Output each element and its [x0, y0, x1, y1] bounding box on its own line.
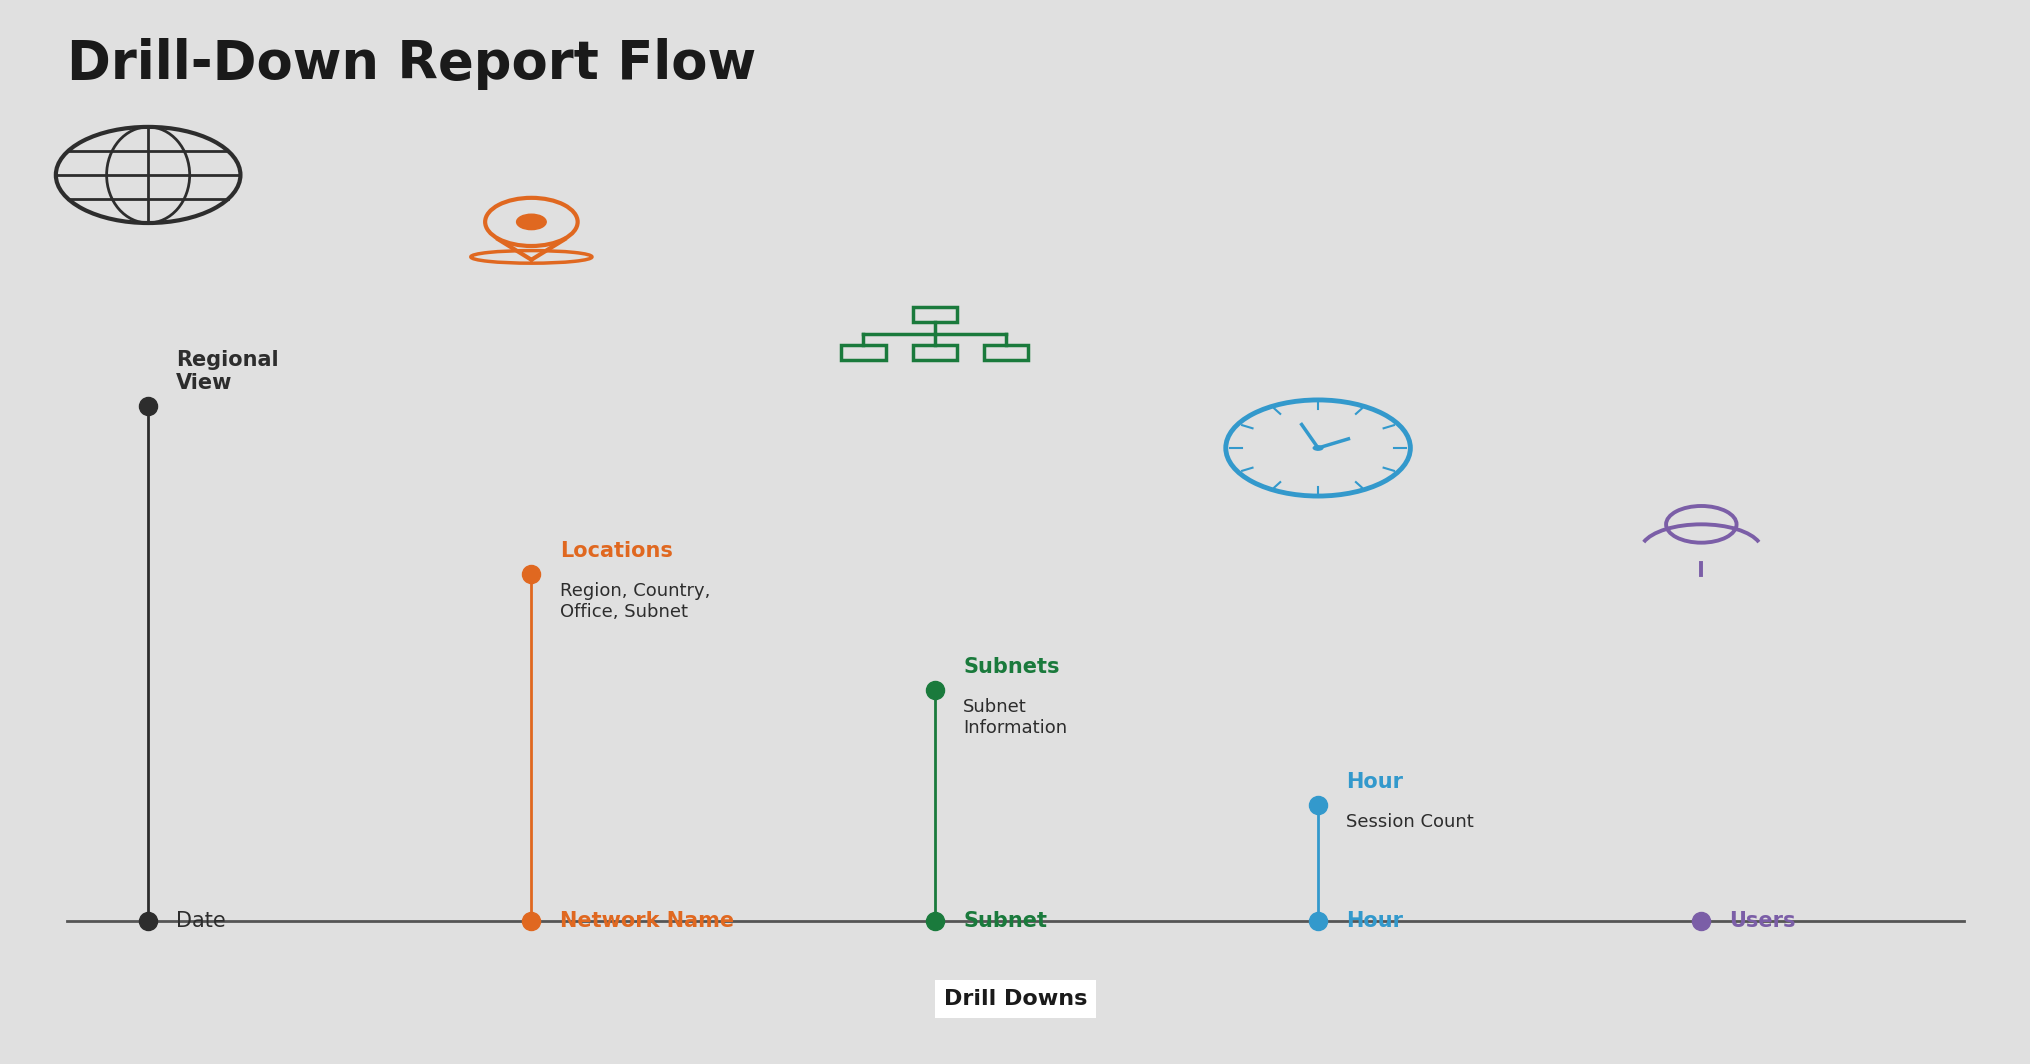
Text: Drill Downs: Drill Downs [944, 990, 1086, 1010]
Circle shape [516, 214, 546, 230]
Text: Subnet: Subnet [962, 911, 1047, 931]
Circle shape [1311, 445, 1324, 451]
Text: Locations: Locations [560, 542, 672, 562]
Text: Region, Country,
Office, Subnet: Region, Country, Office, Subnet [560, 582, 710, 621]
Text: Hour: Hour [1346, 911, 1403, 931]
Text: Date: Date [177, 911, 225, 931]
Text: Drill-Down Report Flow: Drill-Down Report Flow [67, 38, 757, 90]
Text: Users: Users [1730, 911, 1795, 931]
Text: Network Name: Network Name [560, 911, 733, 931]
Text: Regional
View: Regional View [177, 350, 278, 394]
Text: Subnet
Information: Subnet Information [962, 698, 1066, 736]
Text: Subnets: Subnets [962, 656, 1060, 677]
Text: Hour: Hour [1346, 772, 1403, 793]
Text: Session Count: Session Count [1346, 814, 1474, 831]
